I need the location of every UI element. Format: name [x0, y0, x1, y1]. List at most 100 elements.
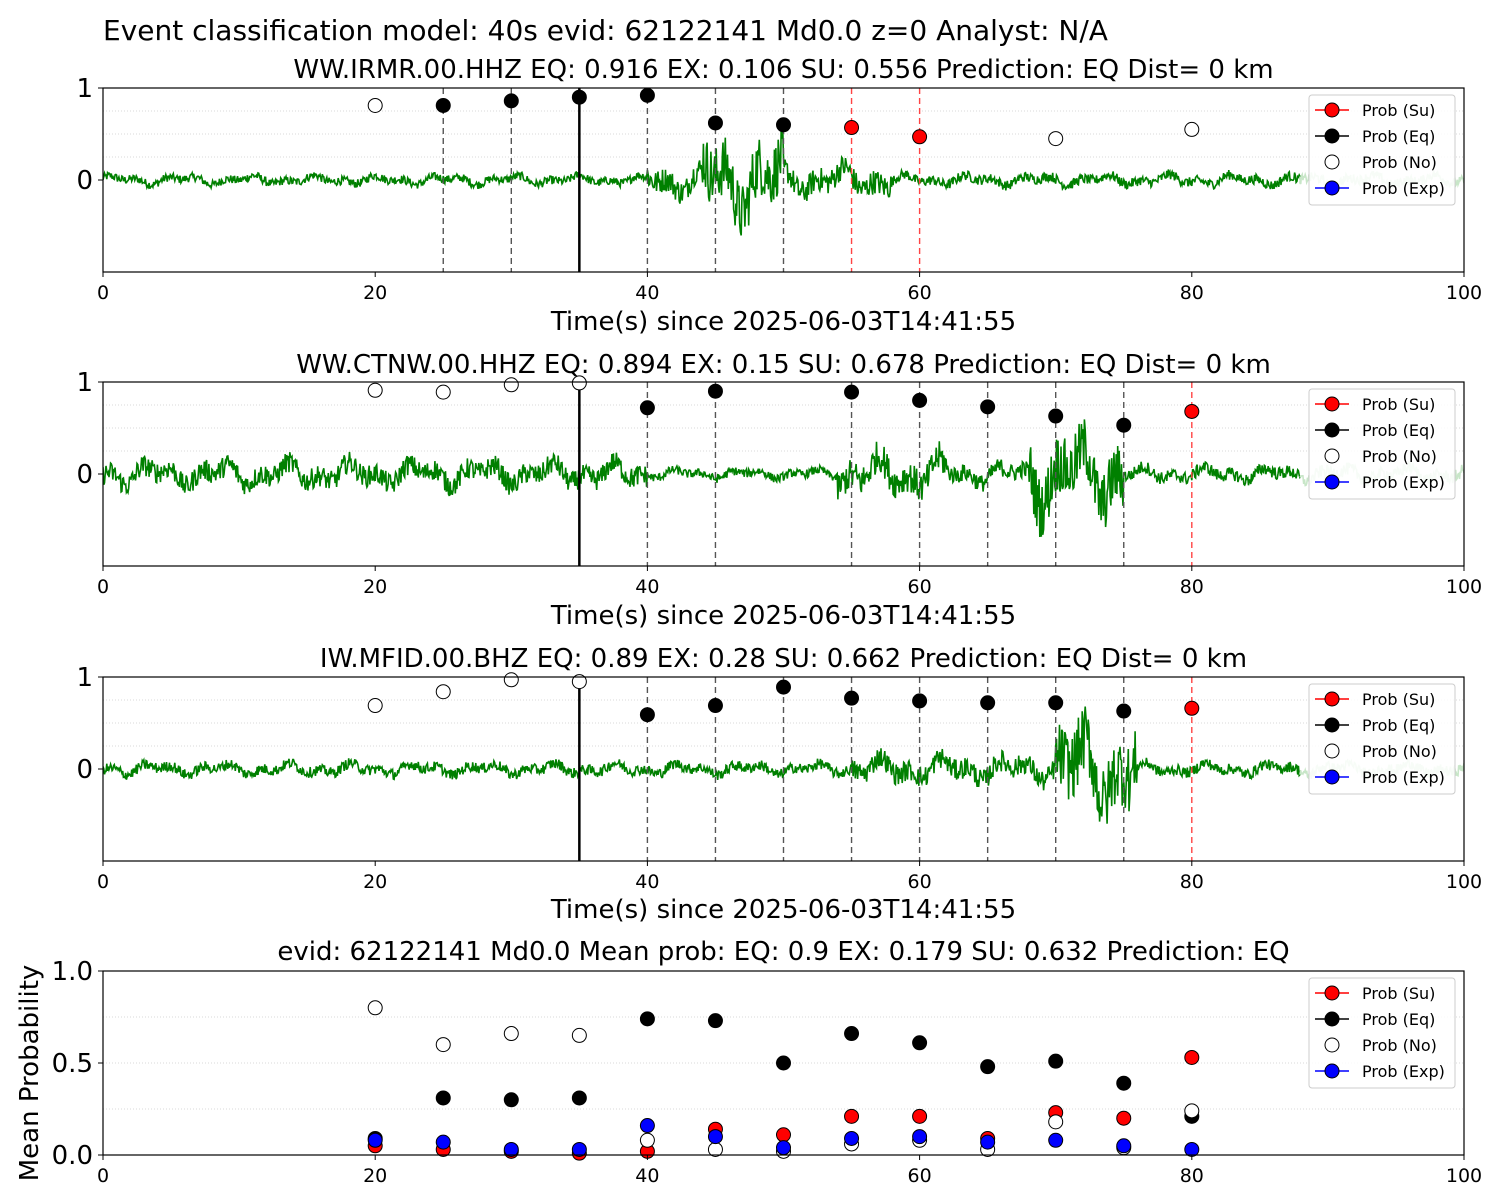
marker-prob-eq	[1048, 695, 1064, 711]
x-tick-label: 0	[97, 1165, 109, 1187]
marker-prob-exp	[776, 1140, 791, 1156]
marker-prob-su	[844, 1108, 860, 1124]
x-tick-label: 20	[363, 1165, 387, 1187]
legend-label: Prob (Su)	[1362, 395, 1435, 414]
legend: Prob (Su) Prob (Eq) Prob (No) Prob (Exp)	[1308, 388, 1456, 500]
x-tick-label: 80	[1180, 576, 1204, 598]
legend-box	[1308, 94, 1456, 206]
marker-prob-exp	[1048, 1132, 1064, 1148]
legend-marker	[1324, 102, 1340, 118]
waveform-trace	[103, 419, 1302, 538]
marker-prob-exp	[912, 1129, 928, 1145]
marker-prob-eq	[776, 117, 791, 133]
legend-label: Prob (Exp)	[1362, 1062, 1445, 1081]
marker-prob-exp	[1184, 1141, 1200, 1157]
x-tick-label: 100	[1446, 576, 1482, 598]
x-tick-label: 40	[635, 282, 659, 304]
marker-prob-no	[367, 1000, 383, 1016]
marker-prob-eq	[1048, 1053, 1064, 1069]
marker-prob-eq	[639, 87, 655, 103]
marker-prob-exp	[707, 1129, 723, 1145]
y-tick-label: 0	[76, 755, 93, 785]
legend-marker	[1324, 769, 1340, 785]
plot-area	[103, 1016, 1464, 1110]
legend-label: Prob (Eq)	[1362, 1010, 1435, 1029]
marker-prob-eq	[912, 1035, 928, 1051]
marker-prob-eq	[912, 392, 928, 408]
marker-prob-eq	[980, 399, 996, 415]
marker-prob-su	[912, 1108, 928, 1124]
marker-prob-su	[1184, 403, 1200, 419]
marker-prob-eq	[1116, 1075, 1132, 1091]
legend-marker	[1324, 717, 1340, 733]
waveform-trace	[103, 126, 1302, 236]
x-tick-label: 20	[363, 282, 387, 304]
x-tick-label: 40	[635, 871, 659, 893]
legend-label: Prob (Su)	[1362, 101, 1435, 120]
marker-prob-eq	[571, 1090, 587, 1106]
x-tick-label: 80	[1180, 871, 1204, 893]
y-tick-label: 1.0	[52, 957, 93, 987]
chart-panel-3: 0 20 40 60 80 100 0 1 IW.MFID.00.BHZ EQ: 0.89 EX…	[76, 644, 1482, 925]
x-axis-label: Time(s) since 2025-06-03T14:41:55	[550, 307, 1016, 337]
marker-prob-eq	[980, 1059, 996, 1075]
marker-prob-eq	[639, 707, 655, 723]
marker-prob-no	[571, 674, 587, 690]
y-tick-label: 1	[76, 368, 93, 398]
marker-prob-su	[1184, 700, 1200, 716]
x-tick-label: 100	[1446, 1165, 1482, 1187]
legend-label: Prob (Su)	[1362, 690, 1435, 709]
marker-prob-su	[844, 120, 860, 136]
marker-prob-su	[1116, 1110, 1132, 1126]
x-tick-label: 60	[908, 871, 932, 893]
marker-prob-eq	[571, 89, 587, 105]
marker-prob-eq	[707, 1013, 723, 1029]
marker-prob-no	[1184, 121, 1200, 137]
legend-box	[1308, 683, 1456, 795]
legend-marker	[1324, 985, 1340, 1001]
marker-prob-no	[1048, 131, 1064, 147]
marker-prob-exp	[1116, 1138, 1132, 1154]
chart-panel-2: 0 20 40 60 80 100 0 1 WW.CTNW.00.HHZ EQ: 0.894 E…	[76, 350, 1482, 631]
x-tick-label: 0	[97, 576, 109, 598]
marker-prob-eq	[639, 1011, 655, 1027]
x-axis-label: Time(s) since 2025-06-03T14:41:55	[550, 601, 1016, 631]
y-axis-label: Mean Probability	[15, 965, 45, 1182]
marker-prob-eq	[844, 690, 860, 706]
marker-prob-no	[435, 1037, 451, 1053]
legend-label: Prob (No)	[1362, 742, 1437, 761]
marker-prob-no	[367, 382, 383, 398]
chart-title: WW.CTNW.00.HHZ EQ: 0.894 EX: 0.15 SU: 0.…	[296, 350, 1271, 380]
plot-area	[103, 382, 1464, 566]
x-tick-label: 0	[97, 871, 109, 893]
legend-label: Prob (No)	[1362, 153, 1437, 172]
x-tick-label: 60	[908, 282, 932, 304]
legend-box	[1308, 388, 1456, 500]
legend-marker	[1324, 743, 1340, 759]
x-tick-label: 100	[1446, 282, 1482, 304]
legend-marker	[1324, 422, 1340, 438]
legend: Prob (Su) Prob (Eq) Prob (No) Prob (Exp)	[1308, 94, 1456, 206]
legend-marker	[1324, 691, 1340, 707]
marker-prob-no	[503, 377, 519, 393]
marker-prob-eq	[707, 115, 723, 131]
legend-label: Prob (No)	[1362, 1036, 1437, 1055]
legend: Prob (Su) Prob (Eq) Prob (No) Prob (Exp)	[1308, 977, 1456, 1089]
marker-prob-eq	[912, 693, 928, 709]
x-tick-label: 20	[363, 576, 387, 598]
chart-title: evid: 62122141 Md0.0 Mean prob: EQ: 0.9 …	[277, 937, 1289, 967]
legend-marker	[1324, 128, 1340, 144]
marker-prob-no	[367, 97, 383, 113]
marker-prob-eq	[639, 400, 655, 416]
legend-marker	[1324, 180, 1340, 196]
marker-prob-no	[435, 384, 451, 400]
legend-label: Prob (Eq)	[1362, 127, 1435, 146]
x-tick-label: 100	[1446, 871, 1482, 893]
marker-prob-no	[503, 672, 519, 688]
legend-marker	[1324, 1037, 1340, 1053]
y-tick-label: 1	[76, 74, 93, 104]
x-tick-label: 20	[363, 871, 387, 893]
legend-marker	[1324, 448, 1340, 464]
marker-prob-no	[639, 1132, 655, 1148]
